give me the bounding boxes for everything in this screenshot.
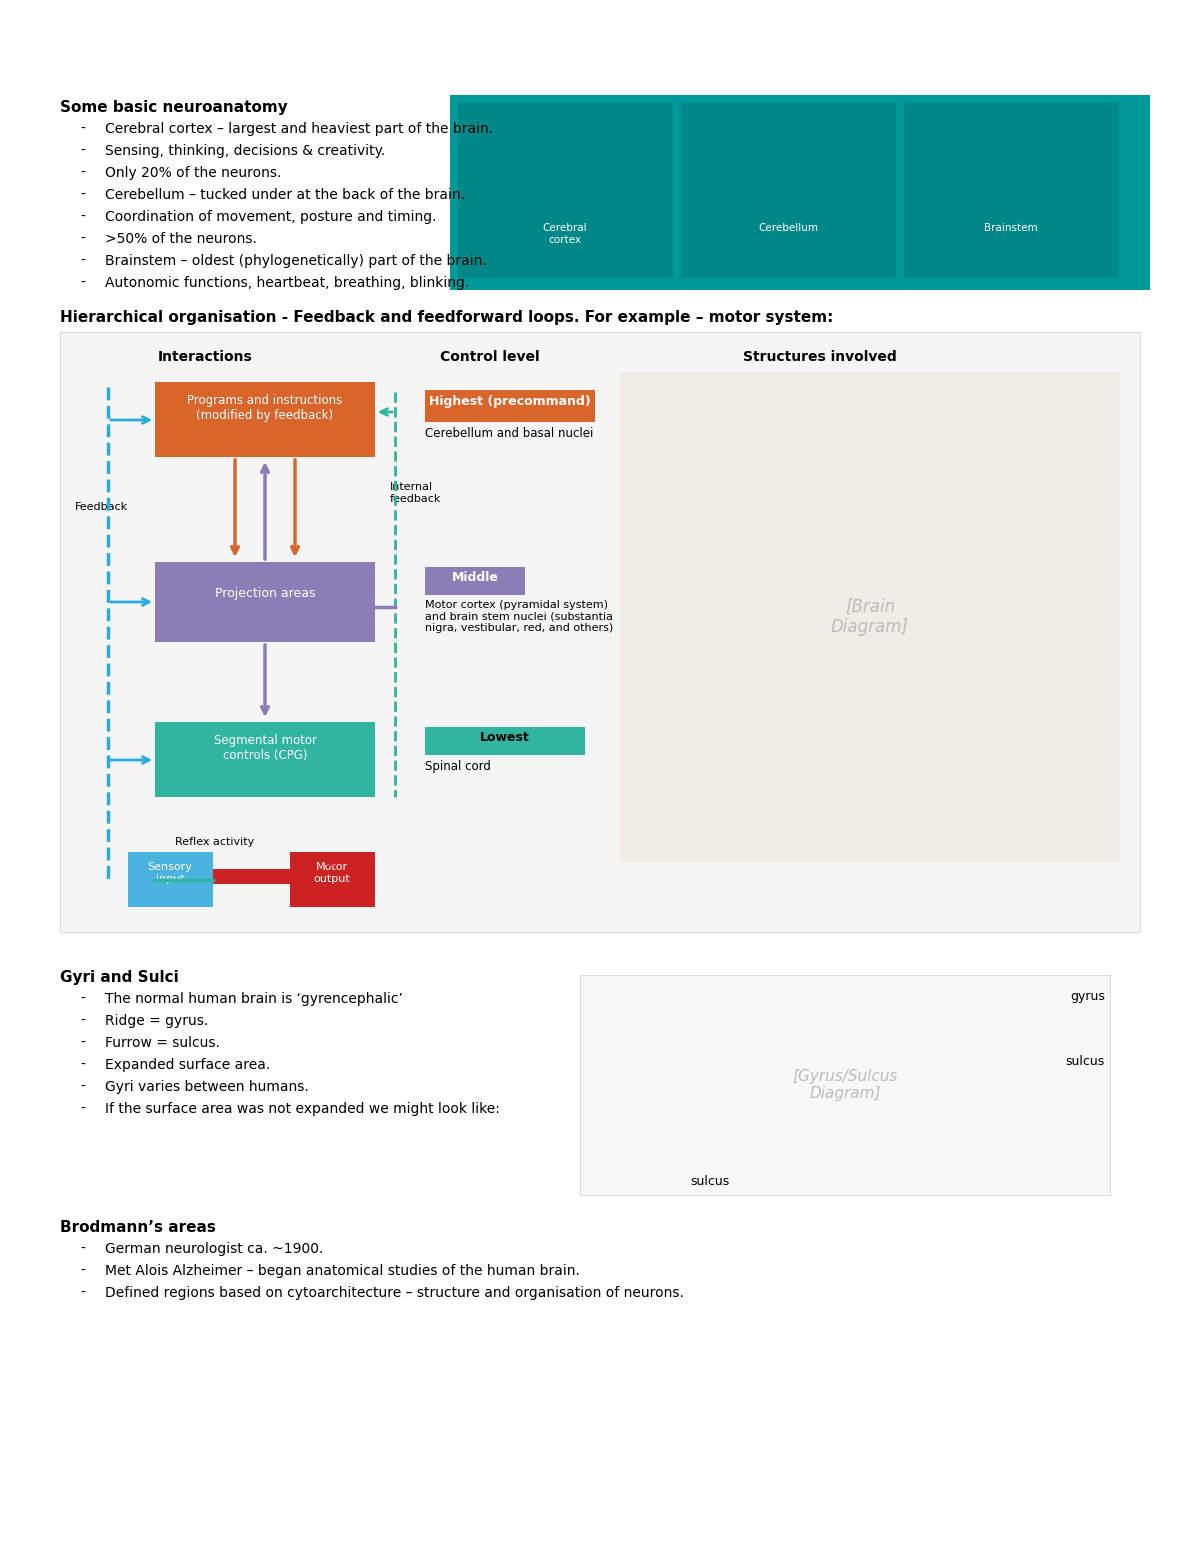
- FancyBboxPatch shape: [425, 390, 595, 422]
- FancyBboxPatch shape: [682, 102, 896, 278]
- Text: -: -: [80, 1014, 85, 1028]
- Text: Ridge = gyrus.: Ridge = gyrus.: [106, 1014, 209, 1028]
- FancyBboxPatch shape: [155, 382, 374, 457]
- Text: Segmental motor
controls (CPG): Segmental motor controls (CPG): [214, 735, 317, 763]
- Text: Cerebral cortex – largest and heaviest part of the brain.: Cerebral cortex – largest and heaviest p…: [106, 123, 493, 137]
- Text: Programs and instructions
(modified by feedback): Programs and instructions (modified by f…: [187, 394, 343, 422]
- Text: -: -: [80, 255, 85, 269]
- FancyBboxPatch shape: [425, 567, 526, 595]
- FancyBboxPatch shape: [425, 727, 586, 755]
- Text: Only 20% of the neurons.: Only 20% of the neurons.: [106, 166, 281, 180]
- Text: -: -: [80, 992, 85, 1006]
- Text: -: -: [80, 210, 85, 224]
- Text: -: -: [80, 144, 85, 158]
- Text: Coordination of movement, posture and timing.: Coordination of movement, posture and ti…: [106, 210, 437, 224]
- Text: sulcus: sulcus: [1066, 1054, 1105, 1068]
- Text: Expanded surface area.: Expanded surface area.: [106, 1058, 270, 1072]
- Text: Brainstem: Brainstem: [984, 224, 1038, 233]
- Text: Motor cortex (pyramidal system)
and brain stem nuclei (substantia
nigra, vestibu: Motor cortex (pyramidal system) and brai…: [425, 599, 613, 634]
- Text: Control level: Control level: [440, 349, 540, 363]
- Text: Brainstem – oldest (phylogenetically) part of the brain.: Brainstem – oldest (phylogenetically) pa…: [106, 255, 487, 269]
- Text: Brodmann’s areas: Brodmann’s areas: [60, 1221, 216, 1235]
- Text: Internal
feedback: Internal feedback: [390, 481, 442, 503]
- FancyBboxPatch shape: [155, 562, 374, 641]
- Text: Structures involved: Structures involved: [743, 349, 896, 363]
- FancyBboxPatch shape: [155, 722, 374, 797]
- Text: -: -: [80, 1264, 85, 1278]
- Text: Motor
output: Motor output: [313, 862, 350, 884]
- FancyBboxPatch shape: [450, 95, 1150, 290]
- Text: Projection areas: Projection areas: [215, 587, 316, 599]
- Text: German neurologist ca. ~1900.: German neurologist ca. ~1900.: [106, 1242, 323, 1256]
- Text: sulcus: sulcus: [690, 1176, 730, 1188]
- Text: Cerebellum – tucked under at the back of the brain.: Cerebellum – tucked under at the back of…: [106, 188, 466, 202]
- Text: -: -: [80, 231, 85, 245]
- Text: Interactions: Interactions: [157, 349, 252, 363]
- Text: gyrus: gyrus: [1070, 989, 1105, 1003]
- Text: Autonomic functions, heartbeat, breathing, blinking.: Autonomic functions, heartbeat, breathin…: [106, 276, 469, 290]
- FancyBboxPatch shape: [60, 332, 1140, 932]
- Text: -: -: [80, 1079, 85, 1093]
- Text: The normal human brain is ‘gyrencephalic’: The normal human brain is ‘gyrencephalic…: [106, 992, 403, 1006]
- Text: Some basic neuroanatomy: Some basic neuroanatomy: [60, 99, 288, 115]
- Text: Cerebellum and basal nuclei: Cerebellum and basal nuclei: [425, 427, 593, 439]
- Text: -: -: [80, 276, 85, 290]
- Text: -: -: [80, 1286, 85, 1300]
- Text: -: -: [80, 1058, 85, 1072]
- FancyBboxPatch shape: [458, 102, 673, 278]
- Text: [Gyrus/Sulcus
Diagram]: [Gyrus/Sulcus Diagram]: [792, 1068, 898, 1101]
- FancyBboxPatch shape: [580, 975, 1110, 1194]
- Text: Highest (precommand): Highest (precommand): [430, 394, 590, 408]
- Text: Gyri varies between humans.: Gyri varies between humans.: [106, 1079, 308, 1093]
- Text: -: -: [80, 1036, 85, 1050]
- Text: Met Alois Alzheimer – began anatomical studies of the human brain.: Met Alois Alzheimer – began anatomical s…: [106, 1264, 580, 1278]
- Text: -: -: [80, 166, 85, 180]
- Text: Cerebellum: Cerebellum: [758, 224, 818, 233]
- Text: Spinal cord: Spinal cord: [425, 759, 491, 773]
- Text: Reflex activity: Reflex activity: [175, 837, 254, 846]
- FancyBboxPatch shape: [128, 853, 214, 907]
- Text: -: -: [80, 1103, 85, 1117]
- Text: -: -: [80, 188, 85, 202]
- Text: Cerebral
cortex: Cerebral cortex: [542, 224, 587, 245]
- FancyBboxPatch shape: [904, 102, 1120, 278]
- Text: Hierarchical organisation - Feedback and feedforward loops. For example – motor : Hierarchical organisation - Feedback and…: [60, 311, 833, 325]
- Text: Gyri and Sulci: Gyri and Sulci: [60, 971, 179, 985]
- Text: [Brain
Diagram]: [Brain Diagram]: [830, 598, 910, 637]
- Text: Defined regions based on cytoarchitecture – structure and organisation of neuron: Defined regions based on cytoarchitectur…: [106, 1286, 684, 1300]
- Text: Sensing, thinking, decisions & creativity.: Sensing, thinking, decisions & creativit…: [106, 144, 385, 158]
- FancyBboxPatch shape: [620, 373, 1120, 862]
- FancyBboxPatch shape: [214, 870, 290, 884]
- FancyBboxPatch shape: [290, 853, 374, 907]
- Text: Lowest: Lowest: [480, 731, 530, 744]
- Text: Middle: Middle: [451, 572, 498, 584]
- Text: -: -: [80, 123, 85, 137]
- Text: Feedback: Feedback: [74, 502, 128, 512]
- Text: Sensory
input: Sensory input: [148, 862, 192, 884]
- Text: >50% of the neurons.: >50% of the neurons.: [106, 231, 257, 245]
- Text: -: -: [80, 1242, 85, 1256]
- Text: If the surface area was not expanded we might look like:: If the surface area was not expanded we …: [106, 1103, 500, 1117]
- Text: Furrow = sulcus.: Furrow = sulcus.: [106, 1036, 220, 1050]
